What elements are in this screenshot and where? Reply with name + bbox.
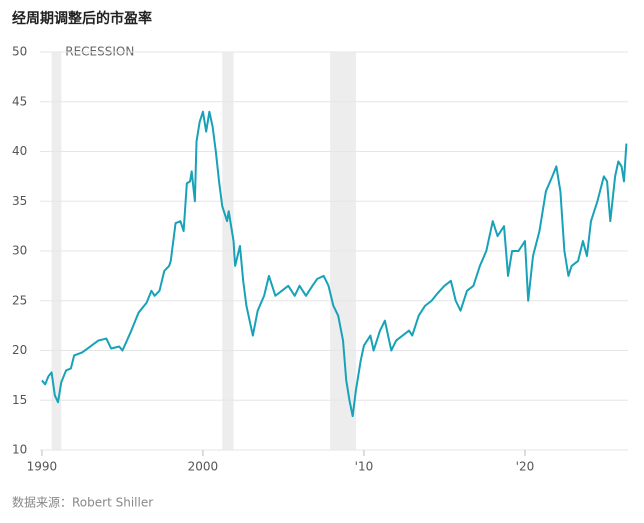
y-tick-label: 35 [12,194,27,208]
y-tick-label: 45 [12,94,27,108]
x-tick-label: 1990 [27,460,58,474]
data-line [41,110,628,418]
y-tick-label: 15 [12,393,27,407]
x-tick-label: '20 [516,460,535,474]
y-tick-label: 20 [12,343,27,357]
chart-title: 经周期调整后的市盈率 [12,10,152,27]
y-tick-label: 40 [12,144,27,158]
x-tick-label: '10 [355,460,374,474]
y-tick-label: 50 [12,45,27,59]
x-tick-label: 2000 [188,460,219,474]
y-tick-label: 30 [12,244,27,258]
y-tick-label: 25 [12,293,27,307]
source: 数据来源：Robert Shiller [12,495,153,510]
y-tick-label: 10 [12,443,27,457]
